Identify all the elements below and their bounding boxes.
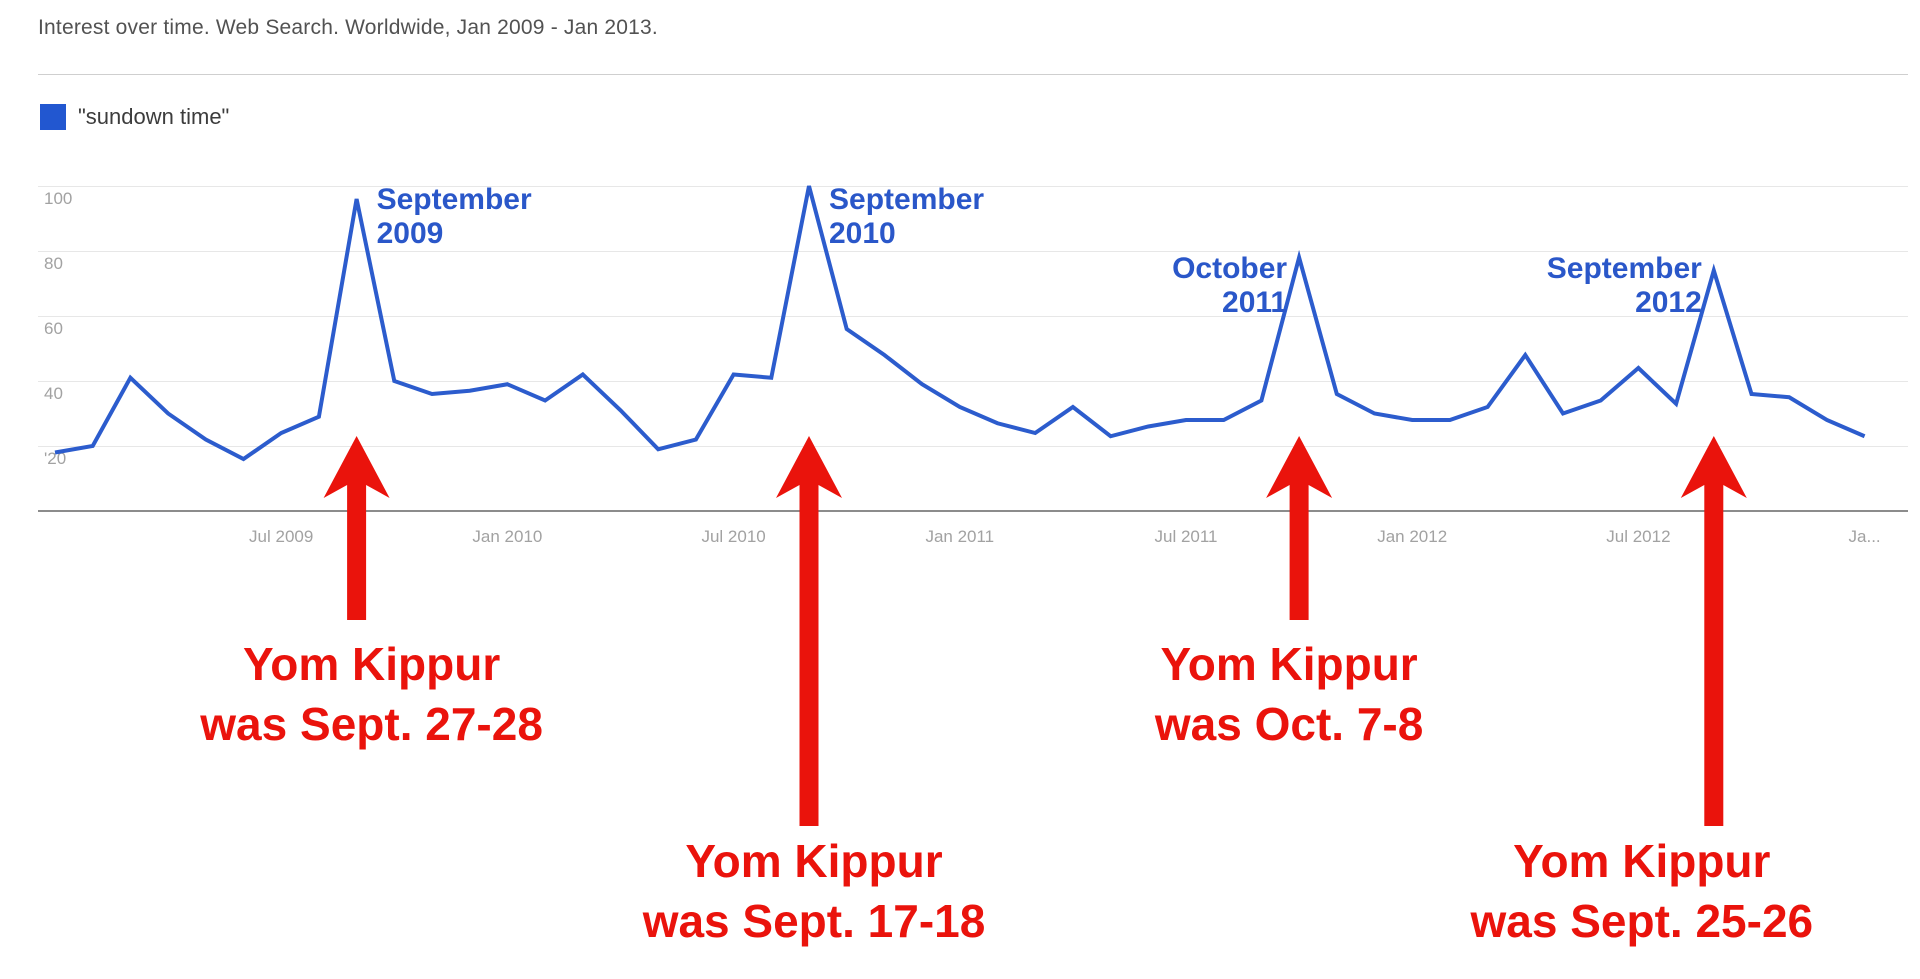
peak-label-line: 2011 [1222, 286, 1288, 319]
x-axis-label: Jul 2011 [1154, 527, 1218, 546]
trend-line [54, 185, 1866, 462]
yom-kippur-note-line: Yom Kippur [685, 835, 943, 887]
yom-kippur-note: Yom Kippur was Sept. 17-18 [643, 831, 986, 951]
gridline [38, 381, 1908, 382]
x-axis-label: Ja... [1848, 527, 1881, 546]
y-axis-label: 60 [44, 319, 63, 338]
yom-kippur-note-line: was Sept. 17-18 [642, 895, 986, 947]
red-arrow [1680, 436, 1747, 826]
yom-kippur-note: Yom Kippur was Oct. 7-8 [1155, 634, 1423, 754]
peak-label: October 2011 [1172, 252, 1287, 320]
x-axis-label: Jul 2010 [701, 527, 766, 546]
legend-swatch [40, 104, 66, 130]
red-arrow [323, 436, 390, 620]
gridline [38, 316, 1908, 317]
peak-label-line: September [1546, 252, 1702, 285]
x-axis-label: Jan 2010 [472, 527, 543, 546]
yom-kippur-note: Yom Kippur was Sept. 25-26 [1470, 831, 1813, 951]
x-axis-line [38, 510, 1908, 512]
y-axis-label: '20 [44, 449, 67, 468]
peak-label-line: 2012 [1635, 286, 1702, 319]
peak-label-line: September [829, 183, 985, 216]
peak-label-line: October [1172, 252, 1288, 285]
gridline [38, 186, 1908, 187]
x-axis-label: Jul 2012 [1606, 527, 1671, 546]
yom-kippur-note-line: was Sept. 25-26 [1470, 895, 1814, 947]
peak-label-line: 2009 [376, 217, 444, 250]
yom-kippur-note-line: Yom Kippur [242, 638, 501, 690]
legend-label: "sundown time" [78, 104, 230, 129]
peak-label-line: September [376, 183, 532, 216]
peak-label: September 2010 [829, 183, 984, 251]
page-title: Interest over time. Web Search. Worldwid… [38, 16, 658, 39]
peak-label: September 2012 [1547, 252, 1702, 320]
x-axis-label: Jul 2009 [249, 527, 314, 546]
x-axis-label: Jan 2012 [1377, 527, 1448, 546]
title-divider [38, 74, 1908, 75]
gridline [38, 446, 1908, 447]
yom-kippur-note: Yom Kippur was Sept. 27-28 [200, 634, 543, 754]
gridline [38, 251, 1908, 252]
y-axis-label: 100 [44, 189, 73, 208]
peak-label: September 2009 [377, 183, 532, 251]
legend: "sundown time" [40, 104, 229, 130]
peak-label-line: 2010 [829, 217, 896, 250]
yom-kippur-note-line: was Oct. 7-8 [1154, 698, 1424, 750]
yom-kippur-note-line: Yom Kippur [1160, 638, 1418, 690]
x-axis-label: Jan 2011 [925, 527, 995, 546]
yom-kippur-note-line: was Sept. 27-28 [200, 698, 543, 750]
red-arrow [1266, 436, 1333, 620]
red-arrow [776, 436, 842, 826]
yom-kippur-note-line: Yom Kippur [1513, 835, 1771, 887]
y-axis-label: 40 [44, 384, 63, 403]
y-axis-label: 80 [44, 254, 63, 273]
